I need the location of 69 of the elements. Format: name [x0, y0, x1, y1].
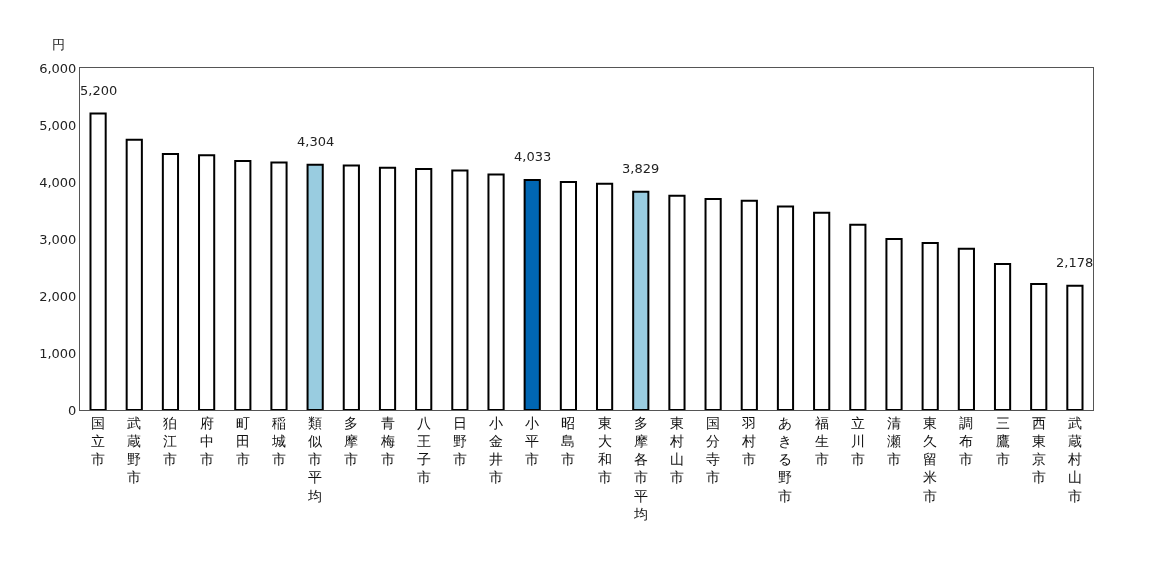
y-tick-label: 4,000: [39, 174, 77, 190]
x-tick-label: 小平市: [525, 414, 540, 468]
x-tick-label: 稲城市: [270, 414, 286, 468]
bar: [1030, 283, 1048, 410]
data-label: 4,033: [514, 149, 552, 164]
x-tick-label: 武蔵村山市: [1066, 414, 1082, 504]
data-label: 3,829: [622, 161, 660, 176]
bar: [161, 153, 180, 410]
bar: [342, 164, 360, 410]
x-tick-label: 武蔵野市: [127, 414, 142, 486]
x-tick-label: あきる野市: [778, 414, 793, 504]
x-tick-label: 府中市: [199, 414, 214, 468]
bar: [740, 199, 758, 410]
bar: [632, 190, 650, 410]
x-tick-label: 調布市: [959, 414, 974, 468]
y-tick-label: 0: [68, 402, 77, 418]
x-tick-label: 東村山市: [668, 414, 684, 486]
bar: [849, 223, 867, 410]
bar: [198, 154, 216, 410]
data-label: 5,200: [80, 83, 118, 98]
bar: [668, 194, 686, 410]
y-tick-label: 6,000: [39, 60, 77, 76]
x-tick-label: 立川市: [850, 414, 865, 468]
x-tick-label: 東大和市: [597, 414, 612, 486]
bar: [595, 182, 614, 410]
bar: [306, 163, 324, 410]
bar: [125, 138, 143, 410]
bar: [776, 205, 795, 410]
x-tick-label: 国立市: [91, 414, 106, 468]
x-tick-label: 小金井市: [489, 414, 504, 486]
data-label: 2,178: [1056, 255, 1094, 270]
bar: [89, 112, 107, 410]
bar: [234, 159, 252, 410]
x-tick-label: 狛江市: [163, 414, 178, 468]
x-tick-label: 類似市平均: [307, 414, 323, 504]
x-tick-label: 昭島市: [561, 414, 576, 468]
bar: [993, 263, 1012, 410]
bar: [1066, 284, 1084, 410]
x-tick-label: 三鷹市: [995, 414, 1010, 468]
x-tick-label: 多摩市: [344, 414, 359, 468]
bar: [378, 166, 397, 410]
y-tick-label: 1,000: [39, 345, 77, 361]
bar: [451, 169, 469, 410]
x-tick-label: 東久留米市: [923, 414, 938, 504]
data-label: 4,304: [297, 134, 335, 149]
x-tick-label: 青梅市: [379, 414, 395, 468]
x-tick-label: 清瀬市: [887, 414, 902, 468]
y-axis-title: 円: [52, 37, 65, 52]
x-tick-label: 多摩各市平均: [632, 414, 648, 522]
y-tick-label: 2,000: [39, 288, 77, 304]
x-tick-label: 羽村市: [741, 414, 757, 468]
bar: [921, 241, 939, 410]
bar: [487, 173, 505, 410]
x-tick-label: 日野市: [452, 414, 467, 468]
y-tick-label: 5,000: [39, 117, 77, 133]
x-tick-label: 町田市: [235, 414, 250, 468]
bar: [885, 238, 903, 410]
x-tick-label: 西東京市: [1031, 414, 1046, 486]
bar: [813, 211, 831, 410]
x-tick-label: 福生市: [814, 414, 829, 468]
x-tick-label: 国分寺市: [706, 414, 721, 486]
bar: [270, 161, 288, 410]
bar: [415, 167, 433, 410]
bar: [523, 179, 541, 410]
bar: [559, 181, 578, 410]
bar: [704, 198, 722, 410]
y-tick-label: 3,000: [39, 231, 77, 247]
x-tick-label: 八王子市: [416, 414, 431, 486]
bar: [957, 247, 975, 410]
